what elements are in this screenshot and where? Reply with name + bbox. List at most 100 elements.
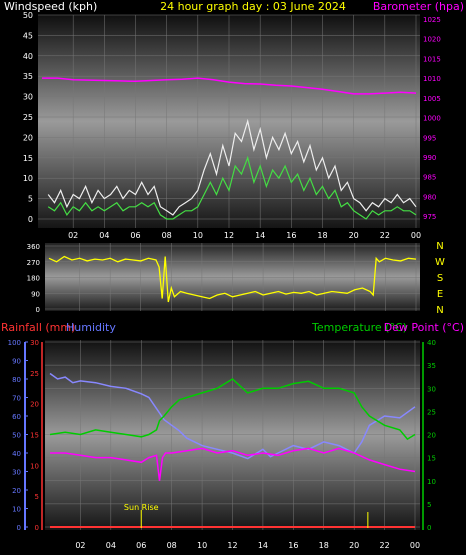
temp-x-tick: 16 <box>288 541 298 550</box>
barometer-series-line <box>42 77 417 95</box>
humidity-y-tick: 30 <box>12 469 21 477</box>
compass-label: N <box>436 241 443 252</box>
temp-x-tick: 08 <box>167 541 177 550</box>
barometer-y-tick: 975 <box>423 213 436 221</box>
wind-x-tick: 22 <box>380 231 390 240</box>
temperature-y-tick: 0 <box>427 524 431 532</box>
barometer-y-tick: 980 <box>423 193 436 201</box>
sunrise-annotation: Sun Rise <box>124 503 369 528</box>
temperature-y-tick: 15 <box>427 455 436 463</box>
temp-x-tick: 14 <box>258 541 268 550</box>
wind-y-tick: 5 <box>28 195 33 204</box>
barometer-title: Barometer (hpa) <box>373 0 464 13</box>
barometer-y-tick: 995 <box>423 134 436 142</box>
direction-grid <box>45 243 420 311</box>
temperature-y-tick: 10 <box>427 478 436 486</box>
wind-y-tick: 30 <box>23 93 33 102</box>
temperature-y-tick: 30 <box>427 385 436 393</box>
compass-label: E <box>437 289 443 300</box>
barometer-y-tick: 985 <box>423 174 436 182</box>
barometer-y-tick: 1020 <box>423 36 441 44</box>
wind-grid <box>38 14 420 228</box>
humidity-y-tick: 90 <box>12 358 21 366</box>
humidity-y-tick: 60 <box>12 413 21 421</box>
rainfall-y-tick: 0 <box>35 524 39 532</box>
gust-series-line <box>47 118 417 216</box>
wind-x-tick: 08 <box>162 231 172 240</box>
wind-series <box>42 77 417 220</box>
direction-y-axis-ticks: 360 270 180 90 0 <box>27 243 40 314</box>
wind-y-tick: 35 <box>23 72 33 81</box>
dewpoint-series-line <box>50 447 416 481</box>
temperature-y-tick: 5 <box>427 501 431 509</box>
rainfall-y-tick: 30 <box>30 339 39 347</box>
wind-x-axis-ticks: 02 04 06 08 10 12 14 16 18 20 22 00 <box>68 231 421 240</box>
temperature-title: Temperature (°C) <box>311 321 407 334</box>
temperature-humidity-panel: 0 10 20 30 40 50 60 70 80 90 100 0 5 10 15 20 25 30 0 5 10… <box>1 321 464 550</box>
temp-x-axis-ticks: 02 04 06 08 10 12 14 16 18 20 22 00 <box>75 541 420 550</box>
windspeed-title: Windspeed (kph) <box>4 0 97 13</box>
dewpoint-title: Dew Point (°C) <box>384 321 464 334</box>
barometer-y-tick: 990 <box>423 154 436 162</box>
wind-x-tick: 10 <box>193 231 203 240</box>
temp-x-tick: 22 <box>379 541 389 550</box>
temp-series <box>49 372 416 528</box>
temperature-y-tick: 20 <box>427 432 436 440</box>
wind-y-tick: 25 <box>23 113 33 122</box>
wind-x-tick: 00 <box>411 231 421 240</box>
direction-y-tick: 180 <box>27 275 40 283</box>
rainfall-y-tick: 5 <box>35 493 39 501</box>
wind-x-tick: 16 <box>286 231 296 240</box>
compass-label: N <box>436 305 443 316</box>
humidity-title: Humidity <box>66 321 116 334</box>
humidity-y-tick: 10 <box>12 506 21 514</box>
rainfall-y-tick: 10 <box>30 462 39 470</box>
direction-y-tick: 90 <box>31 290 40 298</box>
barometer-y-tick: 1015 <box>423 55 441 63</box>
sunrise-label: Sun Rise <box>124 503 159 512</box>
temp-x-tick: 06 <box>136 541 146 550</box>
wind-x-tick: 12 <box>224 231 234 240</box>
humidity-y-axis-ticks: 0 10 20 30 40 50 60 70 80 90 100 <box>8 339 28 532</box>
temp-x-tick: 12 <box>227 541 237 550</box>
wind-y-tick: 50 <box>23 11 33 20</box>
direction-y-tick: 270 <box>27 259 40 267</box>
wind-y-tick: 20 <box>23 133 33 142</box>
wind-x-tick: 02 <box>68 231 78 240</box>
temp-x-tick: 02 <box>75 541 85 550</box>
temp-grid <box>45 340 420 530</box>
direction-series-line <box>48 255 417 303</box>
windspeed-series-line <box>47 155 417 220</box>
barometer-y-tick: 1000 <box>423 115 441 123</box>
graph-date-title: 24 hour graph day : 03 June 2024 <box>160 0 346 13</box>
compass-label: S <box>437 273 443 284</box>
temperature-y-tick: 35 <box>427 362 436 370</box>
wind-y-tick: 45 <box>23 31 33 40</box>
temp-x-tick: 04 <box>106 541 116 550</box>
temperature-y-tick: 25 <box>427 408 436 416</box>
humidity-y-tick: 80 <box>12 376 21 384</box>
wind-x-tick: 14 <box>255 231 265 240</box>
wind-y-tick: 10 <box>23 174 33 183</box>
wind-x-tick: 18 <box>317 231 327 240</box>
temp-x-tick: 10 <box>197 541 207 550</box>
wind-y-tick: 15 <box>23 154 33 163</box>
direction-y-tick: 0 <box>36 306 40 314</box>
humidity-y-tick: 50 <box>12 432 21 440</box>
humidity-y-tick: 40 <box>12 450 21 458</box>
barometer-y-tick: 1010 <box>423 75 441 83</box>
wind-x-tick: 06 <box>130 231 140 240</box>
humidity-y-tick: 20 <box>12 487 21 495</box>
barometer-y-tick: 1005 <box>423 95 441 103</box>
humidity-y-tick: 70 <box>12 395 21 403</box>
temperature-y-tick: 40 <box>427 339 436 347</box>
rainfall-y-tick: 20 <box>30 401 39 409</box>
direction-y-tick: 360 <box>27 243 40 251</box>
humidity-y-tick: 0 <box>17 524 21 532</box>
temperature-y-axis-ticks: 0 5 10 15 20 25 30 35 40 <box>422 339 436 532</box>
direction-series <box>48 255 417 303</box>
wind-x-tick: 20 <box>349 231 359 240</box>
